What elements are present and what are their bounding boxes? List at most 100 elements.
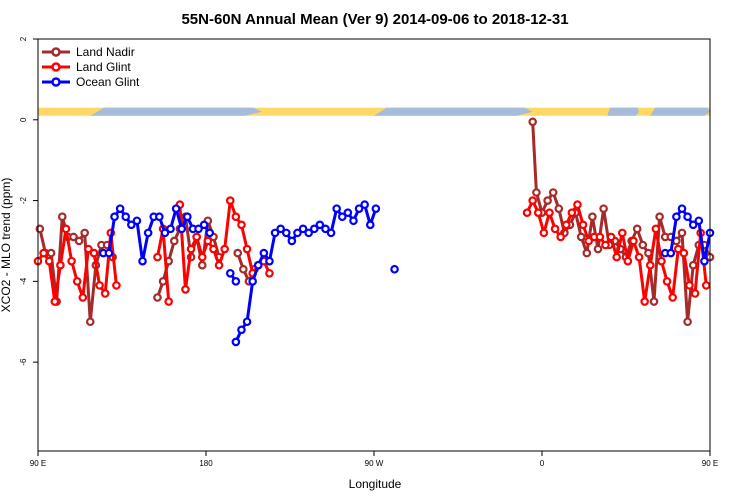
- tick-layer: 90 E 180 90 W 0 90 E 2 0 -2 -4 -6: [19, 36, 718, 468]
- x-tick-label-3: 0: [540, 459, 545, 468]
- data-point-land-glint-2-5: [203, 236, 213, 246]
- x-tick-label-2: 90 W: [365, 459, 384, 468]
- data-point-land-glint-0-14: [112, 281, 121, 290]
- data-point-ocean-glint-0-7: [138, 256, 147, 266]
- data-point-land-glint-3-8: [567, 208, 577, 217]
- data-point-land-nadir-1-8: [197, 260, 207, 270]
- data-point-ocean-glint-4-1: [666, 248, 676, 258]
- data-point-ocean-glint-0-19: [205, 228, 215, 238]
- data-point-ocean-glint-2-7: [270, 228, 280, 238]
- data-point-land-glint-3-6: [556, 232, 565, 242]
- land-ocean-mask: [38, 107, 710, 116]
- data-point-land-nadir-3-11: [588, 212, 597, 222]
- data-point-land-glint-0-10: [89, 248, 99, 258]
- y-tick-label-2: -2: [19, 196, 28, 204]
- chart-title: 55N-60N Annual Mean (Ver 9) 2014-09-06 t…: [181, 11, 568, 28]
- series-line-land-nadir-3: [531, 121, 712, 324]
- y-tick-label-4: -6: [19, 358, 28, 366]
- y-tick-label-0: 2: [19, 36, 28, 41]
- data-point-ocean-glint-4-2: [672, 212, 681, 222]
- data-point-land-glint-3-25: [662, 277, 672, 286]
- y-axis-label: XCO2 - MLO trend (ppm): [0, 178, 13, 313]
- data-point-land-nadir-3-10: [582, 248, 592, 258]
- ocean-band-3: [650, 107, 710, 116]
- data-point-ocean-glint-2-14: [309, 224, 319, 234]
- data-point-ocean-glint-2-0: [231, 337, 241, 347]
- data-point-land-nadir-0-2: [46, 248, 56, 258]
- data-point-land-glint-3-2: [533, 208, 543, 217]
- series-land-glint: [33, 196, 711, 306]
- data-point-land-glint-3-10: [578, 220, 588, 230]
- legend-marker-ocean-glint: [51, 77, 61, 87]
- data-point-land-nadir-1-1: [158, 277, 168, 286]
- data-point-ocean-glint-0-14: [177, 224, 187, 234]
- data-point-land-nadir-0-8: [80, 228, 89, 238]
- data-point-ocean-glint-2-5: [259, 248, 269, 258]
- data-point-ocean-glint-0-10: [155, 212, 164, 222]
- data-point-land-nadir-3-22: [649, 297, 659, 306]
- data-point-land-glint-3-14: [601, 240, 610, 250]
- data-point-ocean-glint-2-10: [287, 236, 297, 246]
- data-point-land-glint-2-11: [237, 220, 246, 230]
- data-point-land-glint-3-7: [561, 220, 571, 230]
- data-point-ocean-glint-4-5: [688, 220, 698, 230]
- data-point-land-glint-3-15: [606, 232, 616, 242]
- data-point-land-glint-2-10: [231, 212, 241, 222]
- series-line-ocean-glint-2: [234, 203, 378, 343]
- data-point-ocean-glint-0-18: [199, 220, 209, 230]
- data-point-land-glint-2-12: [242, 244, 252, 254]
- data-point-land-glint-3-5: [550, 224, 560, 234]
- data-point-land-glint-2-16: [265, 268, 274, 278]
- data-point-ocean-glint-0-11: [160, 228, 170, 238]
- data-point-land-glint-1-0: [153, 252, 162, 262]
- data-point-land-nadir-3-3: [543, 196, 552, 205]
- data-point-land-nadir-0-4: [57, 212, 67, 222]
- data-point-ocean-glint-0-4: [121, 212, 131, 222]
- data-point-land-glint-3-1: [528, 196, 537, 205]
- legend-marker-land-nadir: [51, 47, 61, 57]
- data-point-ocean-glint-1-1: [231, 277, 241, 286]
- data-point-ocean-glint-2-25: [371, 204, 381, 213]
- data-point-land-glint-3-17: [617, 228, 627, 238]
- data-point-ocean-glint-3-0: [390, 264, 399, 274]
- data-point-land-glint-2-1: [181, 285, 190, 294]
- data-point-ocean-glint-1-0: [225, 268, 235, 278]
- data-point-ocean-glint-0-2: [110, 212, 119, 222]
- data-point-land-glint-0-9: [84, 244, 93, 254]
- data-point-land-glint-3-18: [623, 256, 633, 266]
- data-point-land-nadir-0-7: [74, 236, 84, 246]
- data-point-land-glint-0-3: [50, 297, 60, 306]
- data-point-land-glint-3-24: [657, 256, 666, 266]
- data-point-land-glint-3-4: [545, 208, 554, 217]
- data-point-land-glint-2-6: [209, 244, 218, 254]
- data-point-land-glint-3-27: [673, 244, 683, 254]
- data-point-ocean-glint-2-4: [253, 260, 263, 270]
- ocean-band-1: [374, 107, 533, 116]
- data-point-ocean-glint-2-24: [365, 220, 375, 230]
- data-point-land-glint-2-9: [225, 196, 235, 205]
- data-point-land-glint-3-29: [685, 281, 694, 290]
- data-point-ocean-glint-2-2: [242, 317, 252, 327]
- data-point-ocean-glint-4-7: [700, 256, 709, 266]
- data-point-ocean-glint-2-3: [248, 277, 257, 286]
- data-point-land-glint-0-12: [100, 289, 110, 298]
- data-point-ocean-glint-2-11: [293, 228, 302, 238]
- data-point-ocean-glint-2-1: [237, 325, 246, 335]
- data-point-land-glint-0-6: [67, 256, 76, 266]
- legend-label-land-nadir: Land Nadir: [76, 45, 135, 59]
- data-point-land-glint-2-4: [197, 252, 207, 262]
- data-point-land-glint-3-11: [584, 236, 593, 246]
- x-axis-label: Longitude: [349, 477, 402, 491]
- data-point-land-nadir-2-0: [233, 248, 243, 258]
- data-point-land-glint-3-0: [522, 208, 532, 217]
- data-point-ocean-glint-0-13: [171, 204, 181, 213]
- data-point-land-nadir-3-20: [638, 240, 648, 250]
- data-point-ocean-glint-2-16: [321, 224, 330, 234]
- data-point-land-glint-0-7: [72, 277, 82, 286]
- data-point-ocean-glint-2-13: [304, 228, 313, 238]
- data-point-land-glint-3-30: [690, 289, 700, 298]
- legend-label-ocean-glint: Ocean Glint: [76, 75, 140, 89]
- data-point-land-nadir-3-12: [593, 244, 603, 254]
